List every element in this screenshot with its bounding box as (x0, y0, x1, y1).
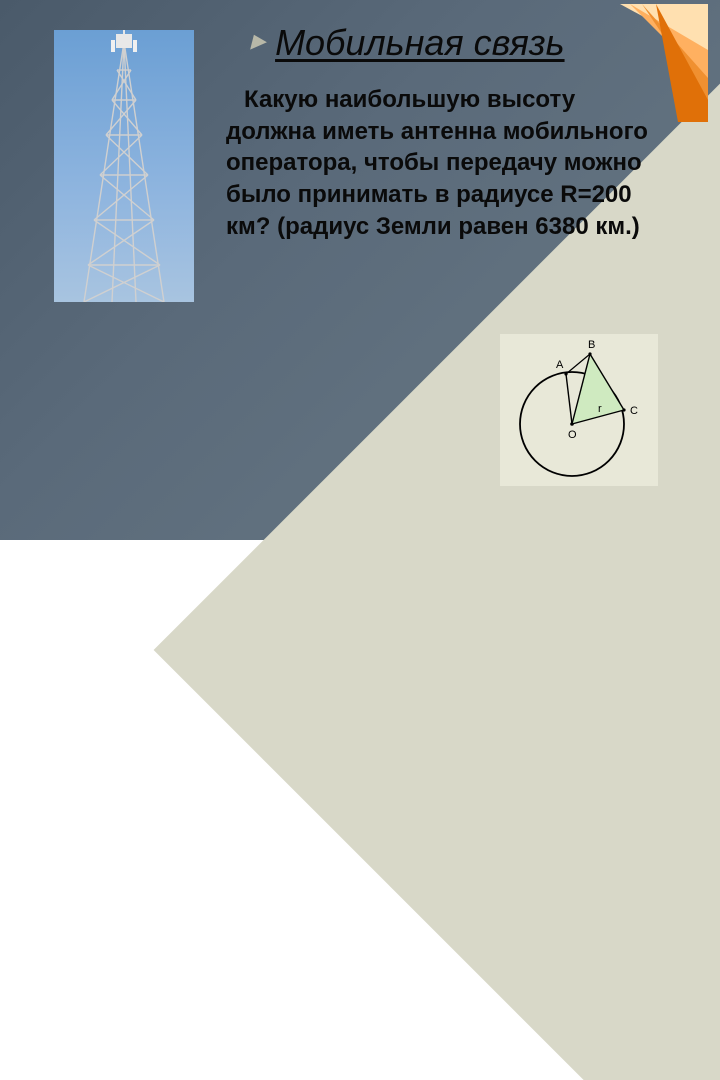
accent-arrow (620, 4, 708, 122)
problem-text: Какую наибольшую высоту должна иметь ант… (226, 84, 666, 242)
bullet-icon: ▸ (250, 23, 265, 58)
label-B: B (588, 339, 595, 351)
geometry-diagram: A B C O r (500, 334, 658, 486)
slide-title: Мобильная связь (275, 22, 564, 64)
label-A: A (556, 359, 564, 371)
title-row: ▸ Мобильная связь (250, 22, 565, 64)
tower-image (54, 30, 194, 302)
label-C: C (630, 405, 638, 417)
problem-body: Какую наибольшую высоту должна иметь ант… (226, 86, 648, 240)
slide: ▸ Мобильная связь Какую наибольшую высот… (0, 0, 720, 540)
label-r: r (598, 403, 602, 415)
label-O: O (568, 429, 577, 441)
